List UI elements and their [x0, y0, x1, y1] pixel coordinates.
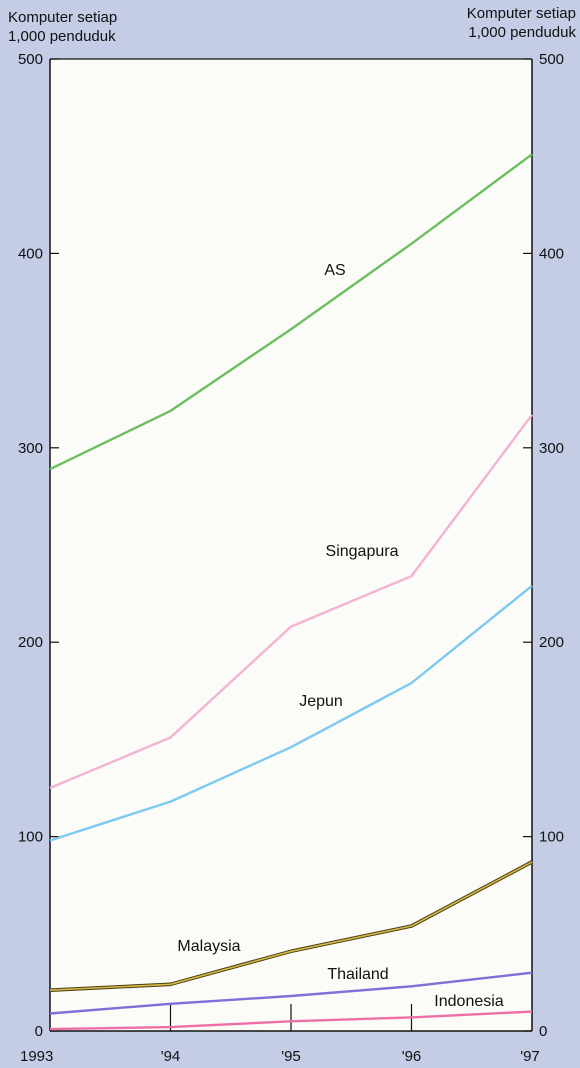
series-line-indonesia [49, 1010, 533, 1031]
series-label-indonesia: Indonesia [434, 993, 503, 1010]
x-tick-label: 1993 [20, 1048, 53, 1065]
series-line-as [49, 153, 533, 471]
y-tick-label-left: 0 [35, 1023, 43, 1040]
y-tick-label-left: 500 [18, 51, 43, 68]
y-axis-title-right-line1: Komputer setiap [466, 5, 576, 22]
y-tick-label-left: 200 [18, 634, 43, 651]
series-label-malaysia: Malaysia [177, 938, 240, 955]
series-label-as: AS [324, 262, 345, 279]
y-tick-label-right: 200 [539, 634, 564, 651]
x-tick-label: '97 [520, 1048, 540, 1065]
x-tick-label: '94 [161, 1048, 181, 1065]
x-tick-label: '96 [402, 1048, 422, 1065]
series-label-jepun: Jepun [299, 693, 343, 710]
y-tick-label-right: 100 [539, 829, 564, 846]
y-axis-title-left: Komputer setiap 1,000 penduduk [8, 8, 117, 46]
y-axis-title-left-line2: 1,000 penduduk [8, 28, 116, 45]
y-axis-title-right-line2: 1,000 penduduk [468, 24, 576, 41]
y-axis-title-right: Komputer setiap 1,000 penduduk [467, 4, 576, 42]
plot-area [50, 59, 532, 1031]
series-label-thailand: Thailand [327, 966, 388, 983]
x-tick-label: '95 [281, 1048, 301, 1065]
series-line-jepun [49, 584, 533, 842]
series-line-malaysia [49, 861, 533, 991]
series-line-singapura [49, 414, 533, 790]
y-tick-label-right: 500 [539, 51, 564, 68]
y-tick-label-left: 100 [18, 829, 43, 846]
y-tick-label-left: 300 [18, 440, 43, 457]
y-axis-title-left-line1: Komputer setiap [8, 9, 118, 26]
y-tick-label-left: 400 [18, 245, 43, 262]
y-tick-label-right: 300 [539, 440, 564, 457]
y-tick-label-right: 400 [539, 245, 564, 262]
y-tick-label-right: 0 [539, 1023, 547, 1040]
series-line-thailand [49, 971, 533, 1015]
series-label-singapura: Singapura [326, 543, 399, 560]
